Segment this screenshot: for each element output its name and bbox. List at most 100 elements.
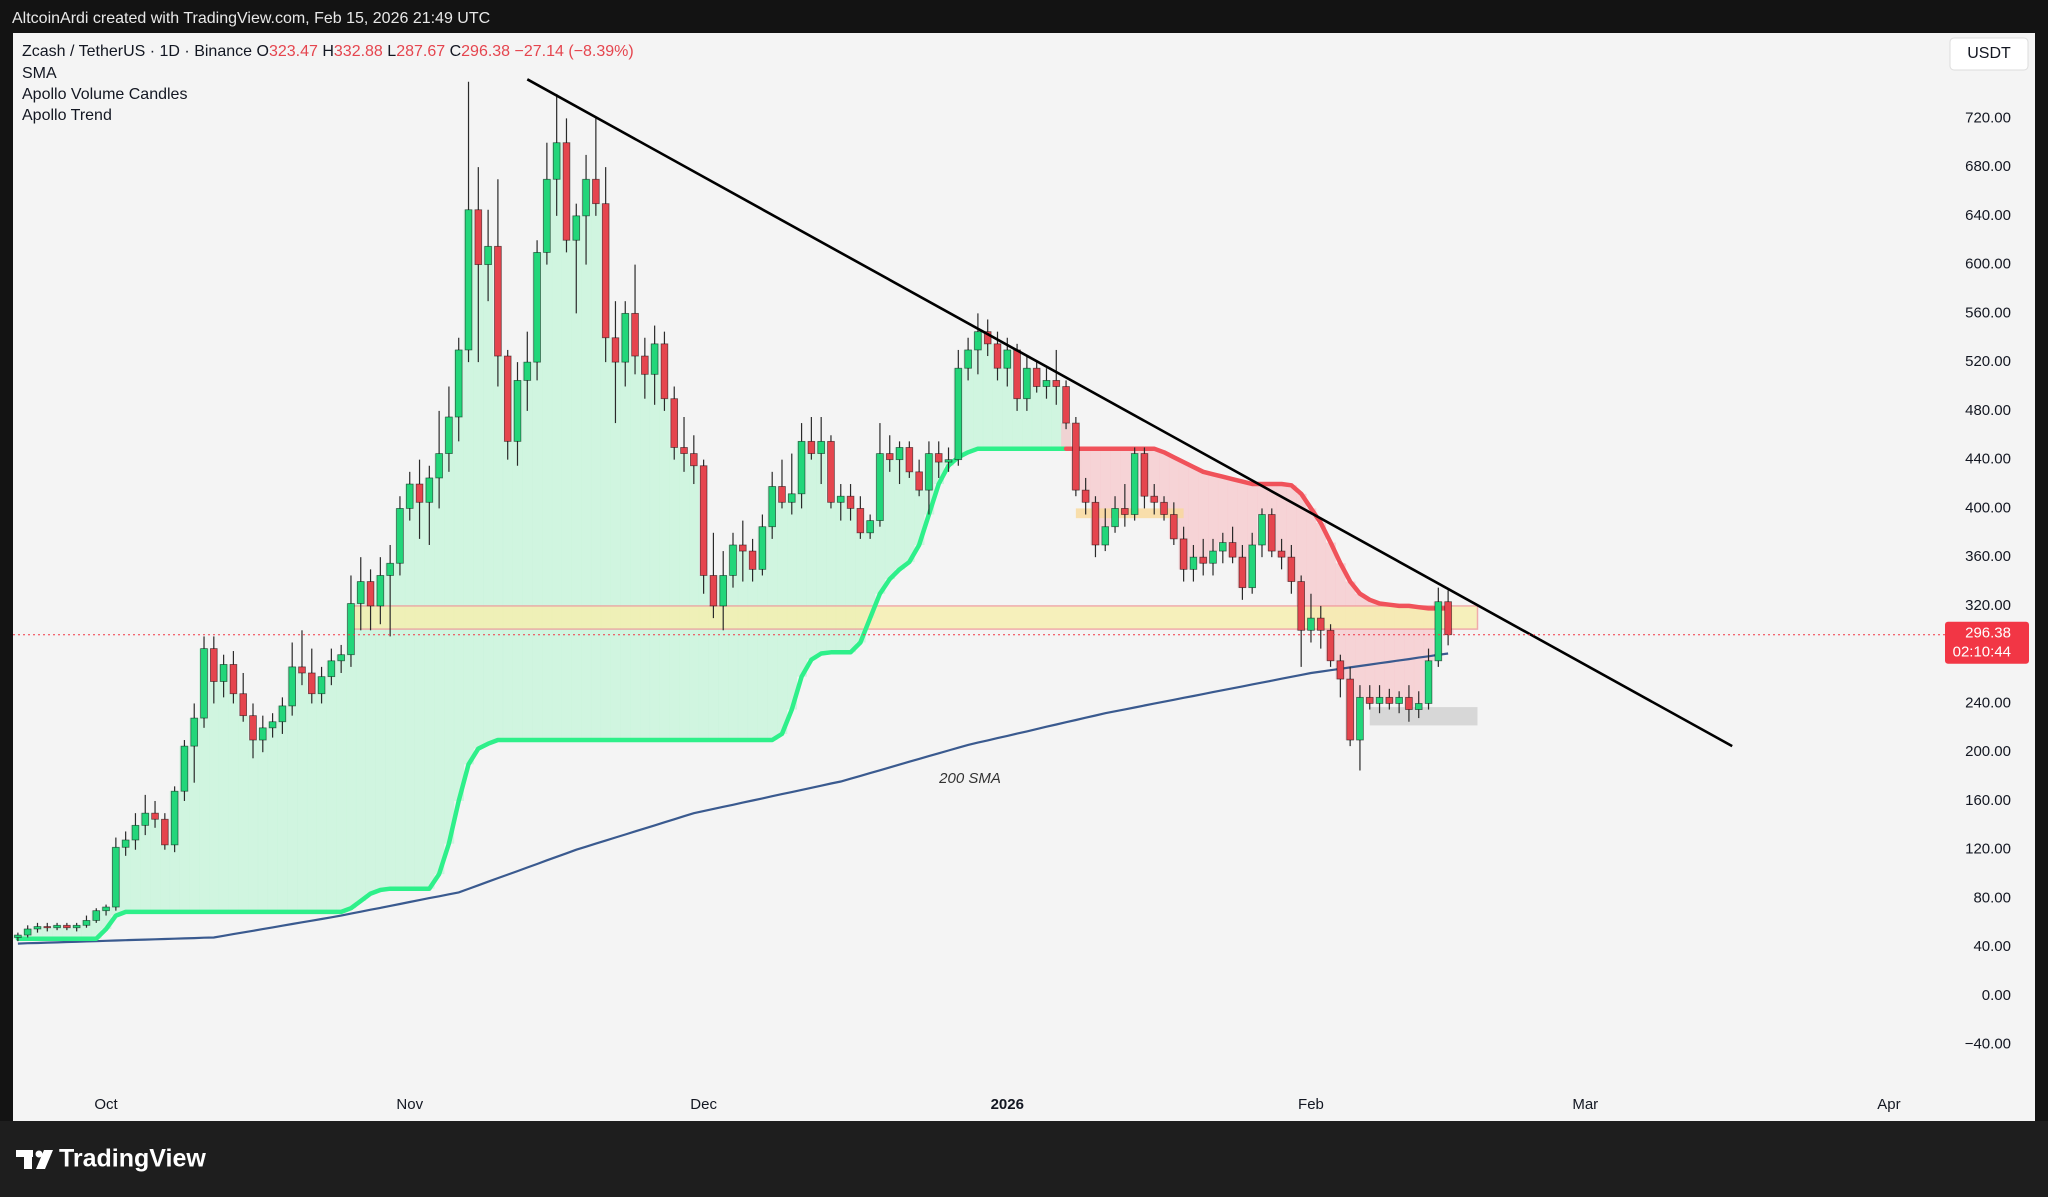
candle-body — [1287, 556, 1296, 582]
candle-body — [249, 715, 257, 741]
plot-background — [13, 33, 2035, 1121]
indicator-label: Apollo Trend — [22, 107, 112, 124]
trend-fill — [267, 721, 278, 912]
candle-body — [464, 209, 473, 351]
trend-fill — [590, 203, 602, 741]
y-tick-label: 0.00 — [1982, 987, 2011, 1004]
candle-body — [278, 705, 287, 723]
candle-body — [836, 495, 845, 503]
candle-body — [1307, 617, 1315, 631]
candle-body — [592, 178, 600, 205]
candle-body — [944, 459, 953, 463]
trend-fill — [884, 459, 896, 580]
candle-body — [219, 664, 228, 682]
change: −27.14 (−8.39%) — [515, 43, 634, 60]
candle-body — [1228, 542, 1237, 558]
plot-area: 200 SMA — [13, 78, 1733, 945]
y-tick-label: 400.00 — [1965, 499, 2011, 516]
candle-body — [1414, 703, 1423, 710]
trend-fill — [1159, 452, 1170, 515]
trend-fill — [561, 240, 572, 741]
candle-body — [1023, 367, 1031, 400]
trend-fill — [688, 465, 700, 741]
symbol: Zcash / TetherUS · 1D · Binance — [22, 43, 252, 60]
candle-body — [366, 581, 375, 607]
trend-fill — [1257, 484, 1268, 515]
trend-fill — [551, 142, 562, 741]
candle-body — [827, 440, 835, 503]
candle-body — [161, 818, 169, 846]
trend-fill — [1051, 386, 1062, 449]
candle-body — [1444, 601, 1452, 636]
trend-fill — [669, 447, 680, 741]
trend-fill — [473, 264, 484, 749]
candle-body — [454, 349, 463, 418]
candle-body — [611, 337, 620, 363]
candle-body — [552, 142, 561, 180]
candle-body — [817, 440, 825, 454]
trend-fill — [326, 660, 337, 912]
candle-body — [356, 581, 365, 604]
candle-body — [660, 343, 669, 400]
candle-body — [1209, 550, 1217, 564]
trend-fill — [130, 825, 141, 912]
candle-body — [650, 343, 659, 375]
sma-line — [17, 652, 1449, 945]
candle-body — [268, 721, 277, 729]
candle-body — [1267, 514, 1276, 552]
candle-body — [386, 562, 394, 576]
trend-fill — [346, 603, 357, 909]
candle-body — [1130, 453, 1139, 515]
trend-fill — [395, 508, 406, 889]
trend-fill — [1247, 484, 1258, 545]
attribution: AltcoinArdi created with TradingView.com… — [12, 10, 490, 27]
trend-fill — [1394, 605, 1405, 698]
candle-body — [337, 654, 345, 662]
currency[interactable]: USDT — [1967, 45, 2011, 62]
candle-body — [925, 453, 933, 491]
candle-body — [1277, 550, 1286, 558]
trend-fill — [375, 575, 386, 890]
y-tick-label: 560.00 — [1965, 304, 2011, 321]
candle-body — [876, 453, 884, 522]
trend-fill — [120, 839, 131, 912]
candle-body — [1375, 696, 1384, 704]
trend-fill — [1208, 474, 1219, 552]
ohlc-label: H — [322, 43, 334, 60]
candle-body — [405, 483, 414, 509]
trend-fill — [1002, 349, 1013, 449]
trend-fill — [786, 493, 798, 710]
trend-fill — [1384, 604, 1395, 704]
trend-fill — [747, 569, 758, 741]
trend-fill — [845, 508, 856, 653]
candle-body — [905, 447, 914, 473]
logo-shape — [35, 1150, 43, 1158]
candle-body — [1072, 422, 1080, 491]
trend-fill — [904, 471, 915, 563]
candle-body — [562, 142, 571, 241]
candle-body — [533, 252, 541, 363]
trend-fill — [1061, 423, 1072, 449]
trend-fill — [659, 398, 670, 741]
ohlc-label: L — [387, 43, 396, 60]
y-tick-label: 320.00 — [1965, 597, 2011, 614]
candle-body — [415, 483, 424, 503]
price-zone — [1075, 508, 1184, 519]
candle-body — [1032, 367, 1041, 387]
candle-body — [1003, 349, 1012, 369]
trend-fill — [365, 605, 376, 894]
trend-fill — [1306, 508, 1317, 619]
y-tick-label: 480.00 — [1965, 402, 2011, 419]
candle-body — [112, 846, 120, 908]
trend-fill — [1315, 523, 1327, 631]
candle-body — [190, 717, 199, 747]
trend-fill — [336, 654, 347, 912]
candle-body — [131, 824, 140, 841]
candle-body — [425, 477, 434, 503]
candle-body — [1121, 508, 1129, 515]
candle-body — [503, 355, 512, 442]
currency-box[interactable] — [1949, 37, 2029, 71]
trend-fill — [208, 681, 220, 912]
overlay: −40.00 0.00 40.00 80.00 120.00 160.00 200.00 24… — [13, 109, 2029, 1113]
candle-body — [1356, 696, 1364, 741]
